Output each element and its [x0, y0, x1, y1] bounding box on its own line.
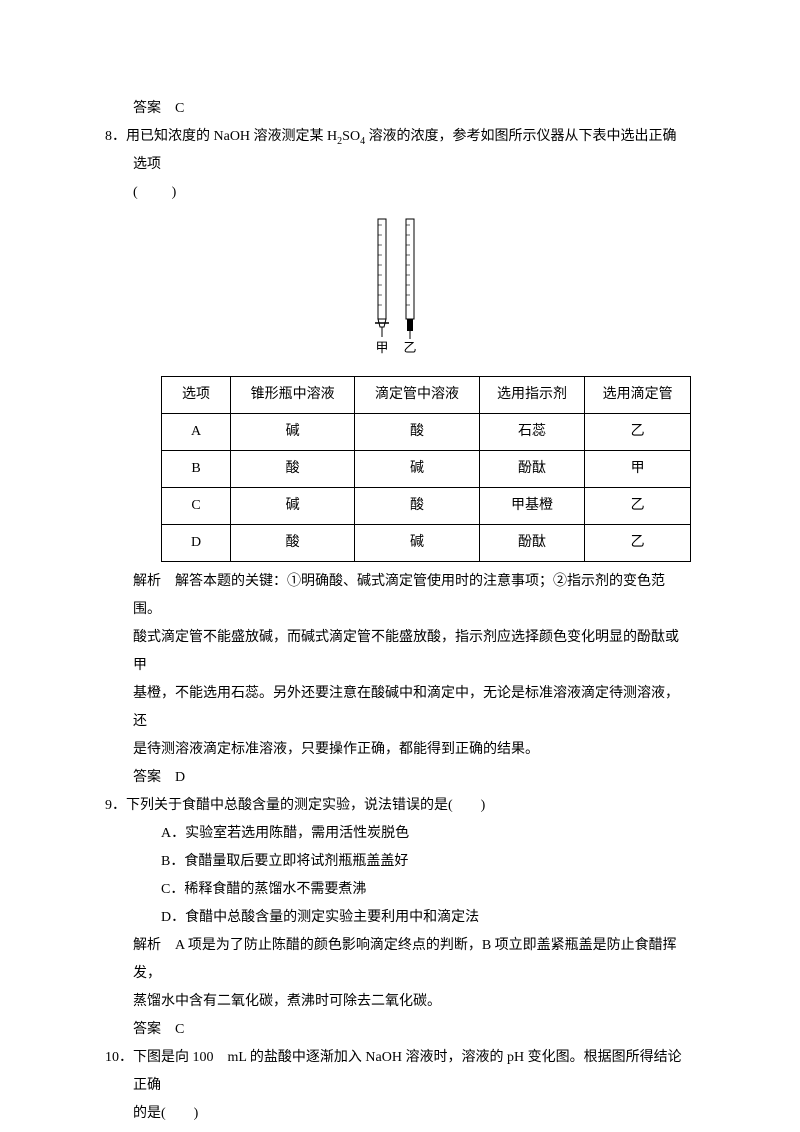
- q8-number: 8．: [105, 129, 126, 144]
- table-row: B 酸 碱 酚酞 甲: [162, 451, 691, 488]
- burette-label-right: 乙: [403, 340, 416, 355]
- cell: D: [162, 525, 231, 562]
- cell: A: [162, 414, 231, 451]
- cell: 酸: [355, 488, 479, 525]
- q9-optA: A．实验室若选用陈醋，需用活性炭脱色: [161, 820, 690, 848]
- table-row: D 酸 碱 酚酞 乙: [162, 525, 691, 562]
- th-1: 锥形瓶中溶液: [231, 377, 355, 414]
- q8-analysis-4: 是待测溶液滴定标准溶液，只要操作正确，都能得到正确的结果。: [133, 736, 690, 764]
- q8-analysis-3: 基橙，不能选用石蕊。另外还要注意在酸碱中和滴定中，无论是标准溶液滴定待测溶液，还: [133, 680, 690, 736]
- q8-answer: 答案 D: [133, 764, 690, 792]
- cell: 甲基橙: [479, 488, 585, 525]
- burette-left: [375, 219, 389, 337]
- table-row: C 碱 酸 甲基橙 乙: [162, 488, 691, 525]
- cell: 乙: [585, 525, 691, 562]
- cell: 碱: [231, 488, 355, 525]
- cell: B: [162, 451, 231, 488]
- cell: 石蕊: [479, 414, 585, 451]
- cell: 甲: [585, 451, 691, 488]
- th-3: 选用指示剂: [479, 377, 585, 414]
- q8-table: 选项 锥形瓶中溶液 滴定管中溶液 选用指示剂 选用滴定管 A 碱 酸 石蕊 乙 …: [161, 376, 691, 562]
- burette-figure: 甲 乙: [105, 215, 690, 366]
- q8-analysis-2: 酸式滴定管不能盛放碱，而碱式滴定管不能盛放酸，指示剂应选择颜色变化明显的酚酞或甲: [133, 624, 690, 680]
- cell: 乙: [585, 488, 691, 525]
- q9-text: 下列关于食醋中总酸含量的测定实验，说法错误的是( ): [126, 798, 485, 813]
- burette-label-left: 甲: [375, 340, 388, 355]
- q10-line1: 10．下图是向 100 mL 的盐酸中逐渐加入 NaOH 溶液时，溶液的 pH …: [133, 1044, 690, 1100]
- answer-line: 答案 C: [133, 95, 690, 123]
- q9-analysis-1: 解析 A 项是为了防止陈醋的颜色影响滴定终点的判断，B 项立即盖紧瓶盖是防止食醋…: [133, 932, 690, 988]
- q9-optC: C．稀释食醋的蒸馏水不需要煮沸: [161, 876, 690, 904]
- cell: 碱: [231, 414, 355, 451]
- q9-answer: 答案 C: [133, 1016, 690, 1044]
- th-0: 选项: [162, 377, 231, 414]
- cell: C: [162, 488, 231, 525]
- q10-text1: 下图是向 100 mL 的盐酸中逐渐加入 NaOH 溶液时，溶液的 pH 变化图…: [133, 1050, 682, 1093]
- q9-number: 9．: [105, 798, 126, 813]
- q10-number: 10．: [105, 1050, 133, 1065]
- q8-paren-text: ( ): [133, 185, 178, 200]
- burette-right: [406, 219, 414, 339]
- q8-paren: ( ): [133, 179, 690, 207]
- table-header-row: 选项 锥形瓶中溶液 滴定管中溶液 选用指示剂 选用滴定管: [162, 377, 691, 414]
- cell: 碱: [355, 525, 479, 562]
- q8-text1: 用已知浓度的 NaOH 溶液测定某 H2SO4 溶液的浓度，参考如图所示仪器从下…: [126, 129, 677, 172]
- table-row: A 碱 酸 石蕊 乙: [162, 414, 691, 451]
- burette-svg: 甲 乙: [358, 215, 438, 355]
- th-4: 选用滴定管: [585, 377, 691, 414]
- q10-line2: 的是( ): [133, 1100, 690, 1128]
- q9-optB: B．食醋量取后要立即将试剂瓶瓶盖盖好: [161, 848, 690, 876]
- cell: 酚酞: [479, 451, 585, 488]
- cell: 乙: [585, 414, 691, 451]
- cell: 酸: [355, 414, 479, 451]
- cell: 碱: [355, 451, 479, 488]
- th-2: 滴定管中溶液: [355, 377, 479, 414]
- q8-analysis-1: 解析 解答本题的关键：①明确酸、碱式滴定管使用时的注意事项；②指示剂的变色范围。: [133, 568, 690, 624]
- cell: 酚酞: [479, 525, 585, 562]
- q9-stem: 9．下列关于食醋中总酸含量的测定实验，说法错误的是( ): [133, 792, 690, 820]
- q9-analysis-2: 蒸馏水中含有二氧化碳，煮沸时可除去二氧化碳。: [133, 988, 690, 1016]
- q8-stem-line1: 8．用已知浓度的 NaOH 溶液测定某 H2SO4 溶液的浓度，参考如图所示仪器…: [133, 123, 690, 179]
- cell: 酸: [231, 451, 355, 488]
- cell: 酸: [231, 525, 355, 562]
- page: 答案 C 8．用已知浓度的 NaOH 溶液测定某 H2SO4 溶液的浓度，参考如…: [0, 0, 800, 1132]
- q9-optD: D．食醋中总酸含量的测定实验主要利用中和滴定法: [161, 904, 690, 932]
